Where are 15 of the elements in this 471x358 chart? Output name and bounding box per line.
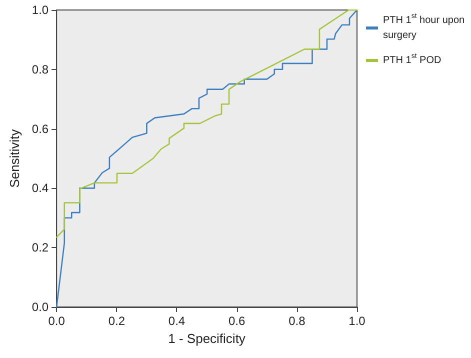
y-axis-title: Sensitivity [7,128,22,188]
y-tick-label: 0.6 [32,122,49,136]
y-tick-label: 0.4 [32,181,49,196]
x-tick-label: 0.2 [108,314,126,328]
x-tick-label: 1.0 [348,314,366,328]
x-tick-label: 0.4 [168,314,186,328]
y-tick-label: 0.2 [32,240,49,255]
y-tick-label: 0.0 [32,300,49,314]
x-tick-label: 0.8 [288,314,306,328]
x-tick-label: 0.0 [48,314,66,328]
x-tick-label: 0.6 [228,314,246,328]
y-tick-label: 1.0 [32,3,49,17]
y-tick-label: 0.8 [32,62,49,76]
x-axis-title: 1 - Specificity [168,330,246,346]
line-series [56,9,358,238]
